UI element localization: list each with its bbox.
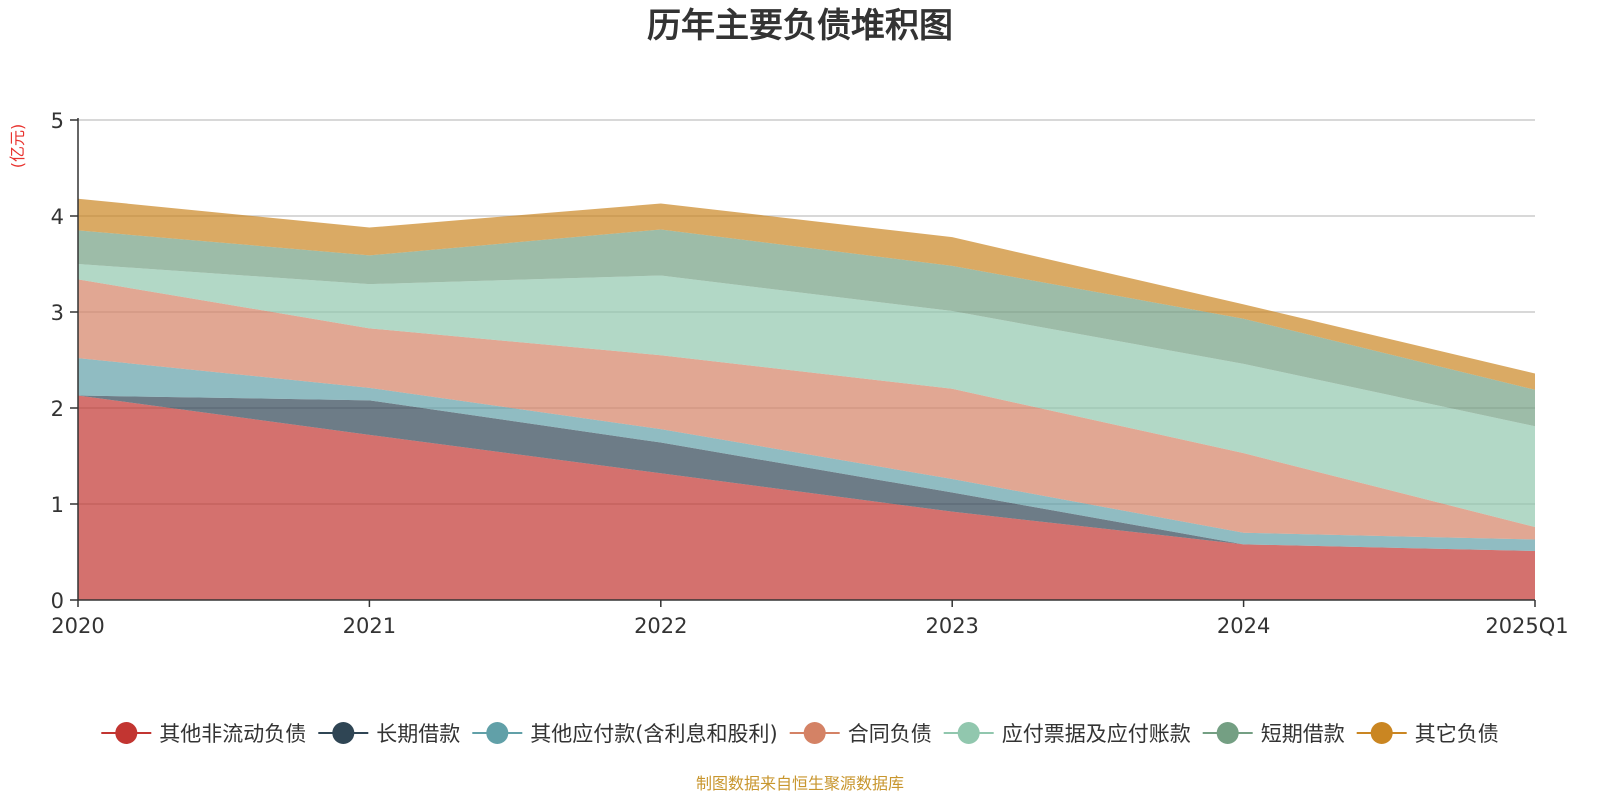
legend-item-4[interactable]: 合同负债 [789,722,932,746]
area-series-group [78,198,1535,600]
legend-marker [486,722,509,744]
x-tick-label: 2023 [925,614,978,638]
area-series-6 [78,229,1535,427]
y-tick-label: 4 [51,205,64,229]
legend-item-2[interactable]: 长期借款 [318,722,460,746]
x-tick-label: 2024 [1217,614,1270,638]
legend-label: 短期借款 [1261,722,1345,746]
legend-label: 其他非流动负债 [159,722,306,746]
legend-marker [332,722,355,744]
legend-marker [1370,722,1393,744]
x-tick-label: 2021 [343,614,396,638]
y-tick-label: 5 [51,109,64,133]
legend-label: 其它负债 [1415,722,1499,746]
legend-item-1[interactable]: 其他非流动负债 [101,722,306,746]
legend-marker [957,722,980,744]
area-series-5 [78,264,1535,528]
area-series-1 [78,395,1535,600]
legend-marker [1216,722,1239,744]
y-tick-label: 1 [51,493,64,517]
legend-marker [803,722,826,744]
y-tick-label: 0 [51,589,64,613]
legend-item-7[interactable]: 其它负债 [1356,722,1499,746]
x-tick-label: 2022 [634,614,687,638]
y-tick-label: 3 [51,301,64,325]
legend-item-6[interactable]: 短期借款 [1202,722,1345,746]
legend-label: 其他应付款(含利息和股利) [530,722,777,746]
area-series-3 [78,358,1535,552]
y-tick-label: 2 [51,397,64,421]
legend: 其他非流动负债 长期借款 其他应付款(含利息和股利) 合同负债 应付票据及应付账款 短期借… [101,722,1499,746]
legend-label: 长期借款 [376,722,460,746]
y-axis-unit-label: (亿元) [8,124,27,169]
legend-item-5[interactable]: 应付票据及应付账款 [943,722,1191,746]
area-series-2 [78,395,1535,552]
legend-label: 应付票据及应付账款 [1002,722,1191,746]
x-tick-label: 2020 [51,614,104,638]
legend-label: 合同负债 [848,722,932,746]
axes: 0 1 2 3 4 5 2020 2021 2022 2023 2024 2025Q1 [51,109,1569,638]
area-series-4 [78,279,1535,540]
chart-title: 历年主要负债堆积图 [647,6,953,46]
source-note: 制图数据来自恒生聚源数据库 [696,774,904,793]
legend-item-3[interactable]: 其他应付款(含利息和股利) [472,722,778,746]
legend-marker [115,722,138,744]
x-tick-label: 2025Q1 [1485,614,1568,638]
area-series-7 [78,198,1535,390]
